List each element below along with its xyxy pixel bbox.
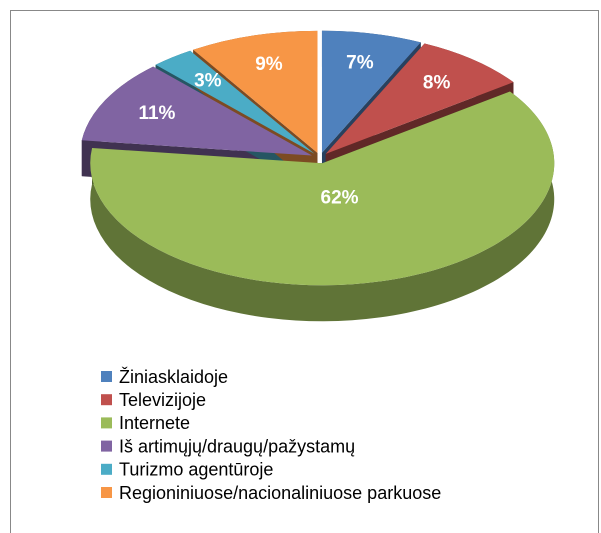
legend-label: Televizijoje bbox=[119, 390, 206, 410]
legend-label: Žiniasklaidoje bbox=[119, 367, 228, 387]
slice bbox=[155, 50, 315, 154]
legend-label: Turizmo agentūroje bbox=[119, 460, 273, 480]
slice bbox=[90, 91, 555, 286]
legend-swatch bbox=[101, 440, 112, 452]
data-label: 62% bbox=[321, 188, 359, 209]
data-label: 8% bbox=[423, 72, 451, 93]
legend-label: Internete bbox=[119, 413, 190, 433]
data-label: 11% bbox=[138, 103, 175, 124]
legend-swatch bbox=[101, 371, 112, 382]
data-label: 9% bbox=[255, 54, 283, 75]
slice bbox=[193, 30, 318, 153]
slice bbox=[325, 43, 514, 154]
legend-label: Regioniniuose/nacionaliniuose parkuose bbox=[119, 483, 441, 503]
slice bbox=[81, 66, 312, 156]
data-label: 3% bbox=[194, 70, 222, 91]
data-label: 7% bbox=[346, 52, 374, 73]
legend-swatch bbox=[101, 417, 112, 429]
legend-swatch bbox=[101, 487, 112, 498]
legend-label: Iš artimųjų/draugų/pažystamų bbox=[119, 436, 355, 456]
slice bbox=[321, 30, 421, 153]
legend-swatch bbox=[101, 463, 112, 475]
legend-swatch bbox=[101, 394, 112, 406]
